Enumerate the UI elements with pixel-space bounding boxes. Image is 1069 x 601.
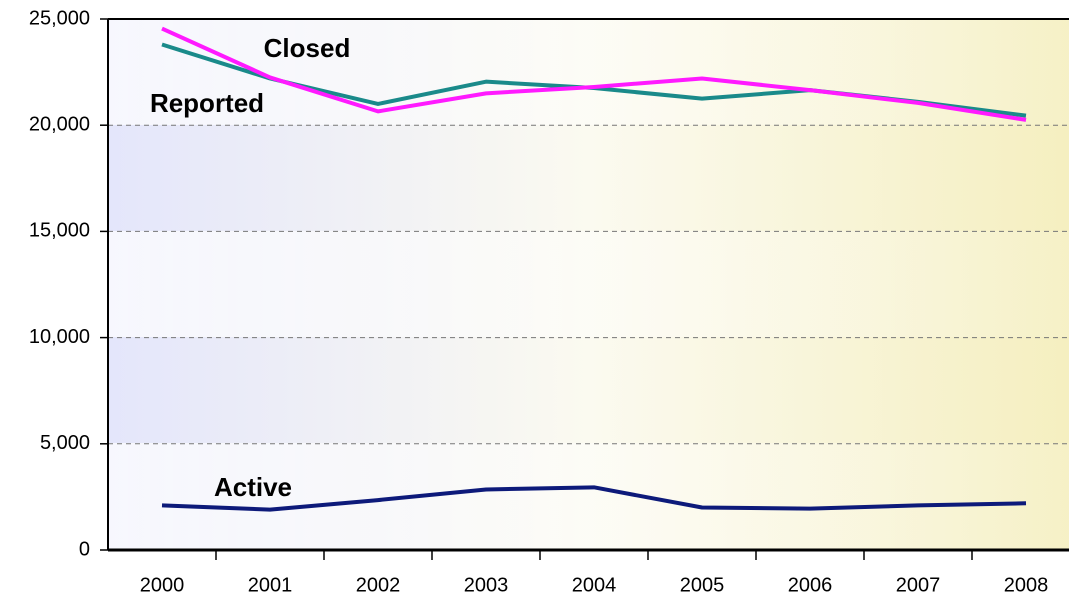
series-label: Closed <box>264 33 351 63</box>
x-tick-label: 2002 <box>356 574 401 596</box>
y-tick-label: 5,000 <box>40 432 90 454</box>
series-line <box>161 26 1027 122</box>
x-tick-label: 2007 <box>896 574 941 596</box>
series-line <box>161 485 1027 512</box>
y-tick-label: 0 <box>79 538 90 560</box>
plot-band <box>108 19 1069 125</box>
y-tick-label: 20,000 <box>29 113 90 135</box>
plot-band <box>108 443 1069 550</box>
series-label: Active <box>214 472 292 502</box>
x-tick-label: 2005 <box>680 574 725 596</box>
x-tick-label: 2000 <box>140 574 185 596</box>
plot-band <box>108 231 1069 337</box>
x-tick-label: 2003 <box>464 574 509 596</box>
x-tick-label: 2001 <box>248 574 293 596</box>
series-label: Reported <box>150 88 264 118</box>
x-tick-label: 2006 <box>788 574 833 596</box>
x-tick-label: 2004 <box>572 574 617 596</box>
y-tick-label: 10,000 <box>29 326 90 348</box>
y-tick-label: 15,000 <box>29 220 90 242</box>
x-tick-label: 2008 <box>1004 574 1049 596</box>
y-tick-label: 25,000 <box>29 7 90 29</box>
